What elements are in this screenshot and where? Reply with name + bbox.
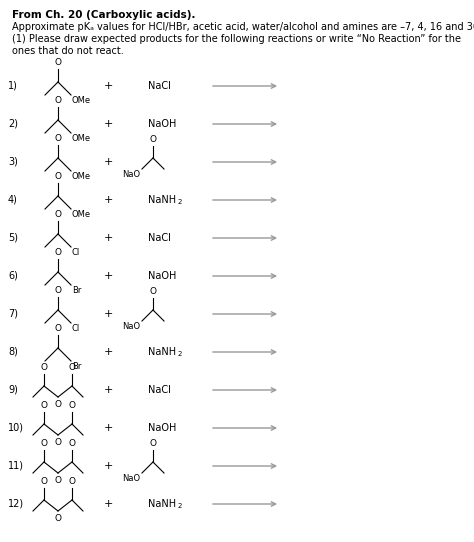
Text: NaCl: NaCl (148, 233, 171, 243)
Text: NaO: NaO (122, 322, 140, 331)
Text: O: O (55, 400, 62, 409)
Text: 2): 2) (8, 119, 18, 129)
Text: O: O (55, 134, 62, 143)
Text: O: O (55, 514, 62, 523)
Text: OMe: OMe (72, 96, 91, 105)
Text: From Ch. 20 (Carboxylic acids).: From Ch. 20 (Carboxylic acids). (12, 10, 195, 20)
Text: NaNH: NaNH (148, 347, 176, 357)
Text: O: O (55, 324, 62, 333)
Text: 11): 11) (8, 461, 24, 471)
Text: ones that do not react.: ones that do not react. (12, 46, 124, 56)
Text: NaNH: NaNH (148, 195, 176, 205)
Text: NaCl: NaCl (148, 385, 171, 395)
Text: NaOH: NaOH (148, 271, 176, 281)
Text: 12): 12) (8, 499, 24, 509)
Text: O: O (40, 363, 47, 372)
Text: +: + (103, 499, 113, 509)
Text: 9): 9) (8, 385, 18, 395)
Text: 4): 4) (8, 195, 18, 205)
Text: 2: 2 (178, 199, 182, 205)
Text: Approximate pKₐ values for HCl/HBr, acetic acid, water/alcohol and amines are –7: Approximate pKₐ values for HCl/HBr, acet… (12, 22, 474, 32)
Text: O: O (55, 286, 62, 295)
Text: Cl: Cl (72, 324, 80, 333)
Text: +: + (103, 195, 113, 205)
Text: +: + (103, 347, 113, 357)
Text: O: O (40, 439, 47, 448)
Text: 2: 2 (178, 351, 182, 357)
Text: 8): 8) (8, 347, 18, 357)
Text: O: O (55, 58, 62, 67)
Text: O: O (69, 401, 75, 410)
Text: O: O (55, 210, 62, 219)
Text: O: O (55, 172, 62, 181)
Text: O: O (69, 477, 75, 486)
Text: OMe: OMe (72, 210, 91, 219)
Text: (1) Please draw expected products for the following reactions or write “No React: (1) Please draw expected products for th… (12, 34, 461, 44)
Text: 6): 6) (8, 271, 18, 281)
Text: NaCl: NaCl (148, 81, 171, 91)
Text: O: O (149, 287, 156, 296)
Text: +: + (103, 233, 113, 243)
Text: O: O (55, 96, 62, 105)
Text: O: O (55, 476, 62, 485)
Text: 7): 7) (8, 309, 18, 319)
Text: +: + (103, 423, 113, 433)
Text: +: + (103, 81, 113, 91)
Text: O: O (149, 439, 156, 448)
Text: O: O (40, 401, 47, 410)
Text: NaNH: NaNH (148, 499, 176, 509)
Text: Br: Br (72, 286, 82, 295)
Text: +: + (103, 157, 113, 167)
Text: O: O (55, 248, 62, 257)
Text: Br: Br (72, 362, 82, 371)
Text: O: O (55, 438, 62, 447)
Text: +: + (103, 385, 113, 395)
Text: 2: 2 (178, 503, 182, 509)
Text: O: O (69, 439, 75, 448)
Text: NaOH: NaOH (148, 119, 176, 129)
Text: O: O (149, 135, 156, 144)
Text: 1): 1) (8, 81, 18, 91)
Text: NaO: NaO (122, 474, 140, 483)
Text: +: + (103, 119, 113, 129)
Text: +: + (103, 309, 113, 319)
Text: 5): 5) (8, 233, 18, 243)
Text: OMe: OMe (72, 172, 91, 181)
Text: NaOH: NaOH (148, 423, 176, 433)
Text: NaO: NaO (122, 170, 140, 179)
Text: O: O (69, 363, 75, 372)
Text: +: + (103, 271, 113, 281)
Text: +: + (103, 461, 113, 471)
Text: Cl: Cl (72, 248, 80, 257)
Text: O: O (40, 477, 47, 486)
Text: OMe: OMe (72, 134, 91, 143)
Text: 3): 3) (8, 157, 18, 167)
Text: 10): 10) (8, 423, 24, 433)
